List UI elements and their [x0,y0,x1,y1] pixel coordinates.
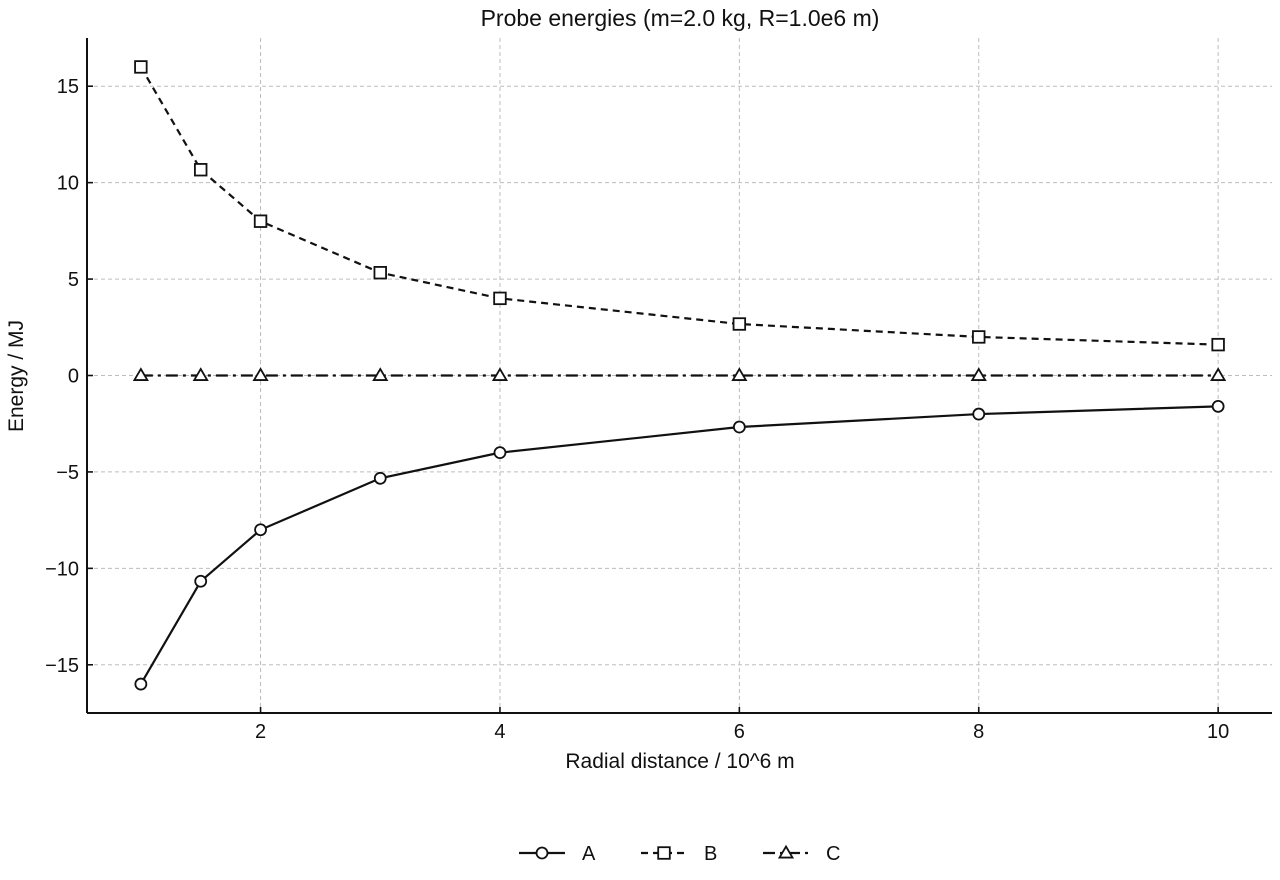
data-point [194,163,208,177]
y-tick-label: −10 [45,558,79,580]
legend-marker [657,846,671,860]
y-axis-ticks: 15 10 5 0 −5 −10 −15 [45,76,93,677]
data-point [373,266,387,280]
data-point [491,367,509,381]
data-point [134,677,148,691]
y-tick-label: −15 [45,655,79,677]
chart-title: Probe energies (m=2.0 kg, R=1.0e6 m) [481,5,880,31]
series-a [134,399,1225,691]
y-axis-label: Energy / MJ [5,320,28,432]
data-series [132,60,1227,691]
series-line-a [139,405,1219,685]
x-tick-label: 2 [255,721,266,743]
data-point [372,367,389,381]
data-point [732,420,746,434]
data-point [493,446,507,460]
data-point [970,367,987,381]
data-point [252,367,269,381]
legend-item-b: B [641,843,717,865]
legend-label: C [826,843,840,865]
y-tick-label: −5 [56,462,79,484]
series-line-b [139,66,1219,346]
data-point [192,367,209,381]
data-point [731,367,748,381]
y-tick-label: 0 [68,366,79,388]
data-point [373,471,387,485]
data-point [972,407,986,421]
series-b [134,60,1225,352]
legend-label: B [704,843,717,865]
data-point [1211,337,1225,352]
series-c [132,367,1227,381]
data-point [1210,367,1227,381]
legend-item-c: C [763,843,840,865]
data-point [253,214,268,228]
legend-label: A [582,843,596,865]
x-tick-label: 8 [973,721,984,743]
data-point [134,60,148,74]
x-axis-label: Radial distance / 10^6 m [565,750,794,773]
x-axis-ticks: 2 4 6 8 10 [255,707,1229,743]
data-point [254,523,267,537]
data-point [493,291,507,306]
legend-item-a: A [519,843,596,865]
y-tick-label: 15 [57,76,79,98]
data-point [732,317,747,331]
legend-marker [777,844,795,859]
legend: A B C [519,843,840,865]
y-tick-label: 10 [57,173,79,195]
data-point [972,330,986,344]
data-point [1211,399,1225,413]
data-point [194,574,208,588]
data-point [132,367,149,381]
x-tick-label: 10 [1207,721,1229,743]
y-tick-label: 5 [68,269,79,291]
legend-marker [535,846,549,860]
x-tick-label: 6 [734,721,745,743]
x-tick-label: 4 [494,721,505,743]
